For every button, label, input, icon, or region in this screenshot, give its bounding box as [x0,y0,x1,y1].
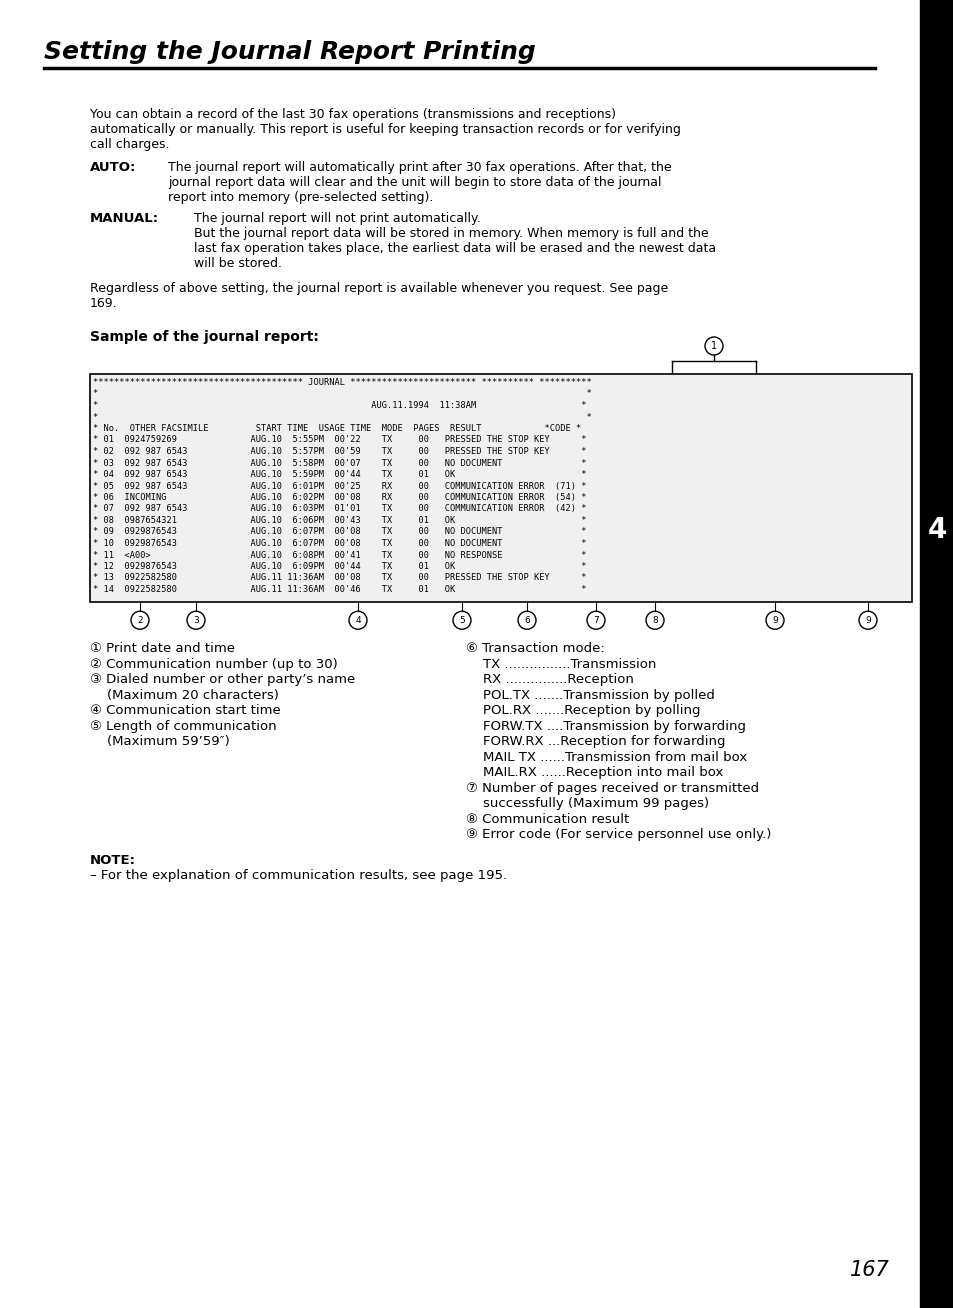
Text: last fax operation takes place, the earliest data will be erased and the newest : last fax operation takes place, the earl… [193,242,716,255]
Text: – For the explanation of communication results, see page 195.: – For the explanation of communication r… [90,870,507,883]
Text: * 07  092 987 6543            AUG.10  6:03PM  01'01    TX     00   COMMUNICATION: * 07 092 987 6543 AUG.10 6:03PM 01'01 TX… [92,505,586,514]
Text: AUTO:: AUTO: [90,161,136,174]
Text: POL.RX .......Reception by polling: POL.RX .......Reception by polling [465,704,700,717]
Text: 1: 1 [710,341,717,351]
Text: * 11  <A00>                   AUG.10  6:08PM  00'41    TX     00   NO RESPONSE  : * 11 <A00> AUG.10 6:08PM 00'41 TX 00 NO … [92,551,586,560]
Text: * No.  OTHER FACSIMILE         START TIME  USAGE TIME  MODE  PAGES  RESULT      : * No. OTHER FACSIMILE START TIME USAGE T… [92,424,580,433]
Text: 9: 9 [864,616,870,625]
Bar [90,374,911,602]
Text: Setting the Journal Report Printing: Setting the Journal Report Printing [44,41,536,64]
Text: ⑥ Transaction mode:: ⑥ Transaction mode: [465,642,604,655]
Text: **************************************** JOURNAL ************************ ******: ****************************************… [92,378,591,387]
Text: (Maximum 20 characters): (Maximum 20 characters) [90,689,278,702]
Text: 167: 167 [849,1260,889,1281]
Text: ⑤ Length of communication: ⑤ Length of communication [90,719,276,732]
Text: 7: 7 [593,616,598,625]
Text: * 10  0929876543              AUG.10  6:07PM  00'08    TX     00   NO DOCUMENT  : * 10 0929876543 AUG.10 6:07PM 00'08 TX 0… [92,539,586,548]
Text: 4: 4 [926,515,945,544]
Text: * 12  0929876543              AUG.10  6:09PM  00'44    TX     01   OK           : * 12 0929876543 AUG.10 6:09PM 00'44 TX 0… [92,562,586,572]
Bar [919,0,953,1308]
Text: ④ Communication start time: ④ Communication start time [90,704,280,717]
Text: * 03  092 987 6543            AUG.10  5:58PM  00'07    TX     00   NO DOCUMENT  : * 03 092 987 6543 AUG.10 5:58PM 00'07 TX… [92,459,586,467]
Text: You can obtain a record of the last 30 fax operations (transmissions and recepti: You can obtain a record of the last 30 f… [90,109,616,122]
Text: 4: 4 [355,616,360,625]
Text: 8: 8 [652,616,658,625]
Text: *                                                                               : * [92,390,591,399]
Text: 6: 6 [523,616,529,625]
Text: ② Communication number (up to 30): ② Communication number (up to 30) [90,658,337,671]
Text: MAIL TX ......Transmission from mail box: MAIL TX ......Transmission from mail box [465,751,746,764]
Text: 9: 9 [771,616,777,625]
Text: NOTE:: NOTE: [90,854,136,867]
Text: ③ Dialed number or other party’s name: ③ Dialed number or other party’s name [90,674,355,687]
Text: * 14  0922582580              AUG.11 11:36AM  00'46    TX     01   OK           : * 14 0922582580 AUG.11 11:36AM 00'46 TX … [92,585,586,594]
Text: * 09  0929876543              AUG.10  6:07PM  00'08    TX     00   NO DOCUMENT  : * 09 0929876543 AUG.10 6:07PM 00'08 TX 0… [92,527,586,536]
Text: (Maximum 59’59″): (Maximum 59’59″) [90,735,230,748]
Text: automatically or manually. This report is useful for keeping transaction records: automatically or manually. This report i… [90,123,680,136]
Text: Regardless of above setting, the journal report is available whenever you reques: Regardless of above setting, the journal… [90,283,667,296]
Text: journal report data will clear and the unit will begin to store data of the jour: journal report data will clear and the u… [168,177,660,188]
Text: * 01  0924759269              AUG.10  5:55PM  00'22    TX     00   PRESSED THE S: * 01 0924759269 AUG.10 5:55PM 00'22 TX 0… [92,436,586,445]
Text: FORW.RX ...Reception for forwarding: FORW.RX ...Reception for forwarding [465,735,724,748]
Text: * 08  0987654321              AUG.10  6:06PM  00'43    TX     01   OK           : * 08 0987654321 AUG.10 6:06PM 00'43 TX 0… [92,515,586,525]
Text: Sample of the journal report:: Sample of the journal report: [90,330,318,344]
Text: call charges.: call charges. [90,139,170,150]
Text: The journal report will automatically print after 30 fax operations. After that,: The journal report will automatically pr… [168,161,671,174]
Text: * 13  0922582580              AUG.11 11:36AM  00'08    TX     00   PRESSED THE S: * 13 0922582580 AUG.11 11:36AM 00'08 TX … [92,573,586,582]
Text: 3: 3 [193,616,198,625]
Text: 169.: 169. [90,297,117,310]
Text: successfully (Maximum 99 pages): successfully (Maximum 99 pages) [465,798,708,810]
Text: 5: 5 [458,616,464,625]
Text: TX ................Transmission: TX ................Transmission [465,658,656,671]
Text: MAIL.RX ......Reception into mail box: MAIL.RX ......Reception into mail box [465,766,722,780]
Text: MANUAL:: MANUAL: [90,212,159,225]
Text: 2: 2 [137,616,143,625]
Text: *                                                    AUG.11.1994  11:38AM       : * AUG.11.1994 11:38AM [92,402,586,409]
Text: * 02  092 987 6543            AUG.10  5:57PM  00'59    TX     00   PRESSED THE S: * 02 092 987 6543 AUG.10 5:57PM 00'59 TX… [92,447,586,456]
Text: will be stored.: will be stored. [193,256,282,269]
Text: ⑧ Communication result: ⑧ Communication result [465,812,629,825]
Text: * 05  092 987 6543            AUG.10  6:01PM  00'25    RX     00   COMMUNICATION: * 05 092 987 6543 AUG.10 6:01PM 00'25 RX… [92,481,586,490]
Text: But the journal report data will be stored in memory. When memory is full and th: But the journal report data will be stor… [193,228,708,239]
Text: ⑨ Error code (For service personnel use only.): ⑨ Error code (For service personnel use … [465,828,771,841]
Text: *                                                                               : * [92,412,591,421]
Text: FORW.TX ....Transmission by forwarding: FORW.TX ....Transmission by forwarding [465,719,745,732]
Text: report into memory (pre-selected setting).: report into memory (pre-selected setting… [168,191,433,204]
Text: * 06  INCOMING                AUG.10  6:02PM  00'08    RX     00   COMMUNICATION: * 06 INCOMING AUG.10 6:02PM 00'08 RX 00 … [92,493,586,502]
Text: The journal report will not print automatically.: The journal report will not print automa… [193,212,480,225]
Text: ⑦ Number of pages received or transmitted: ⑦ Number of pages received or transmitte… [465,782,759,795]
Text: RX ...............Reception: RX ...............Reception [465,674,633,687]
Text: ① Print date and time: ① Print date and time [90,642,234,655]
Text: * 04  092 987 6543            AUG.10  5:59PM  00'44    TX     01   OK           : * 04 092 987 6543 AUG.10 5:59PM 00'44 TX… [92,470,586,479]
Text: POL.TX .......Transmission by polled: POL.TX .......Transmission by polled [465,689,714,702]
